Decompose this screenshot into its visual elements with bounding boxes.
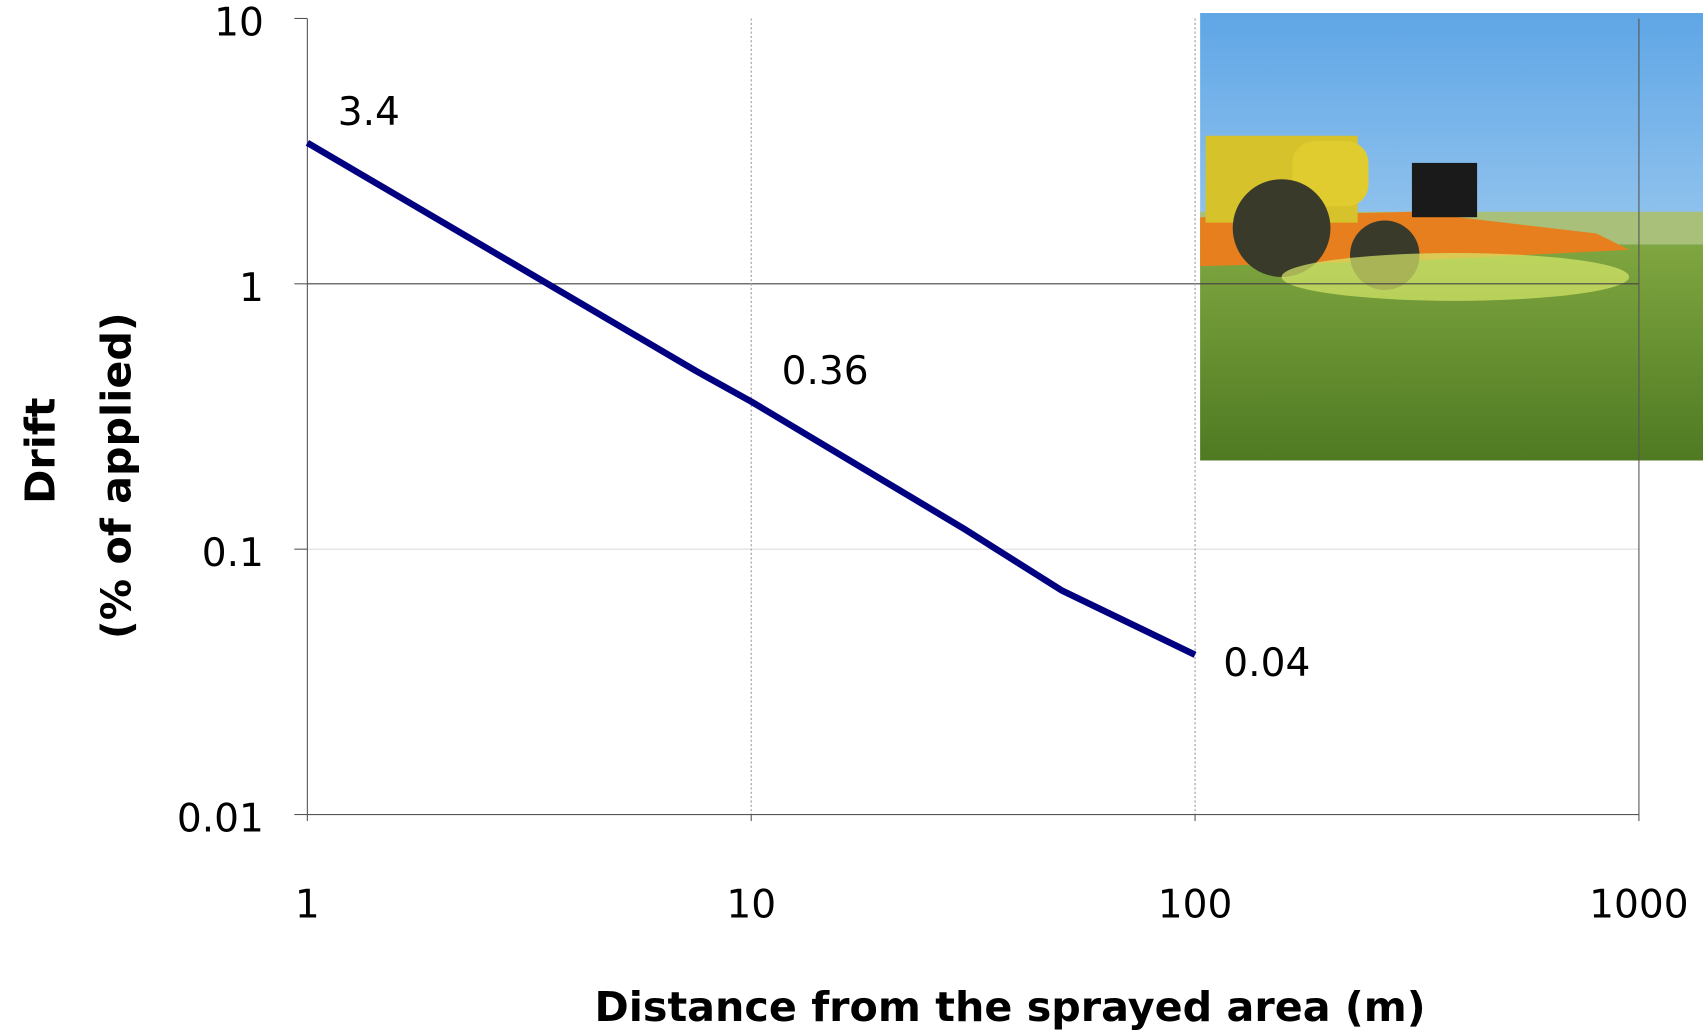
data-label: 0.36 [782,349,869,394]
y-axis-subtitle: (% of applied) [92,312,140,639]
chart: Drift (% of applied) Distance from the s… [0,0,1703,1035]
y-tick-label: 0.01 [177,797,264,842]
photo [1200,13,1703,460]
x-axis-title: Distance from the sprayed area (m) [594,983,1425,1031]
y-axis-title: Drift [16,397,64,503]
y-tick-label: 0.1 [202,531,264,576]
data-label: 0.04 [1223,641,1310,686]
y-tick-label: 1 [239,266,264,311]
x-tick-label: 10 [726,882,776,927]
x-tick-label: 1 [295,882,320,927]
x-tick-label: 100 [1158,882,1233,927]
x-tick-label: 1000 [1589,882,1688,927]
data-label: 3.4 [338,90,400,135]
page: Drift (% of applied) Distance from the s… [0,0,1703,1035]
y-tick-label: 10 [214,0,264,45]
